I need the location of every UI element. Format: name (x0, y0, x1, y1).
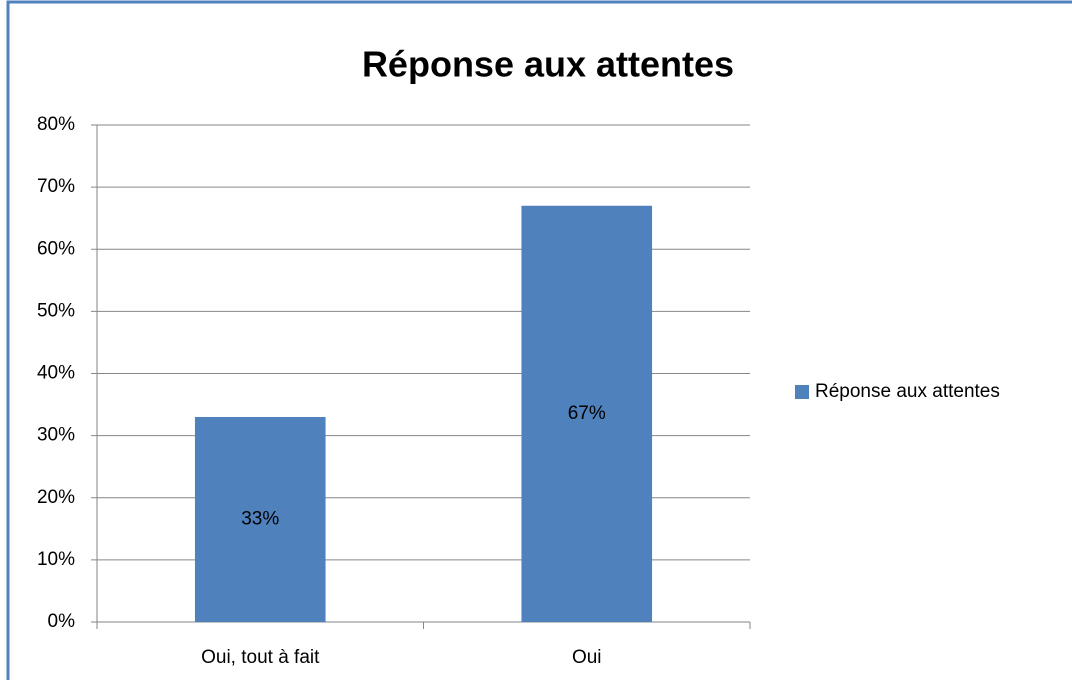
y-tick-label: 30% (37, 425, 75, 446)
y-tick-label: 70% (37, 176, 75, 197)
bar (521, 205, 653, 622)
data-label: 67% (568, 403, 606, 424)
y-tick-label: 60% (37, 238, 75, 259)
y-tick-label: 0% (48, 611, 76, 632)
chart-title: Réponse aux attentes (362, 44, 734, 85)
x-tick-label: Oui (572, 647, 602, 668)
y-tick-label: 50% (37, 300, 75, 321)
y-tick-label: 80% (37, 114, 75, 135)
legend-swatch (795, 385, 809, 399)
bar (194, 416, 326, 622)
y-tick-label: 10% (37, 549, 75, 570)
y-tick-label: 20% (37, 487, 75, 508)
data-label: 33% (241, 509, 279, 530)
x-tick-label: Oui, tout à fait (201, 647, 320, 668)
legend-label: Réponse aux attentes (815, 381, 1000, 402)
y-tick-label: 40% (37, 363, 75, 384)
